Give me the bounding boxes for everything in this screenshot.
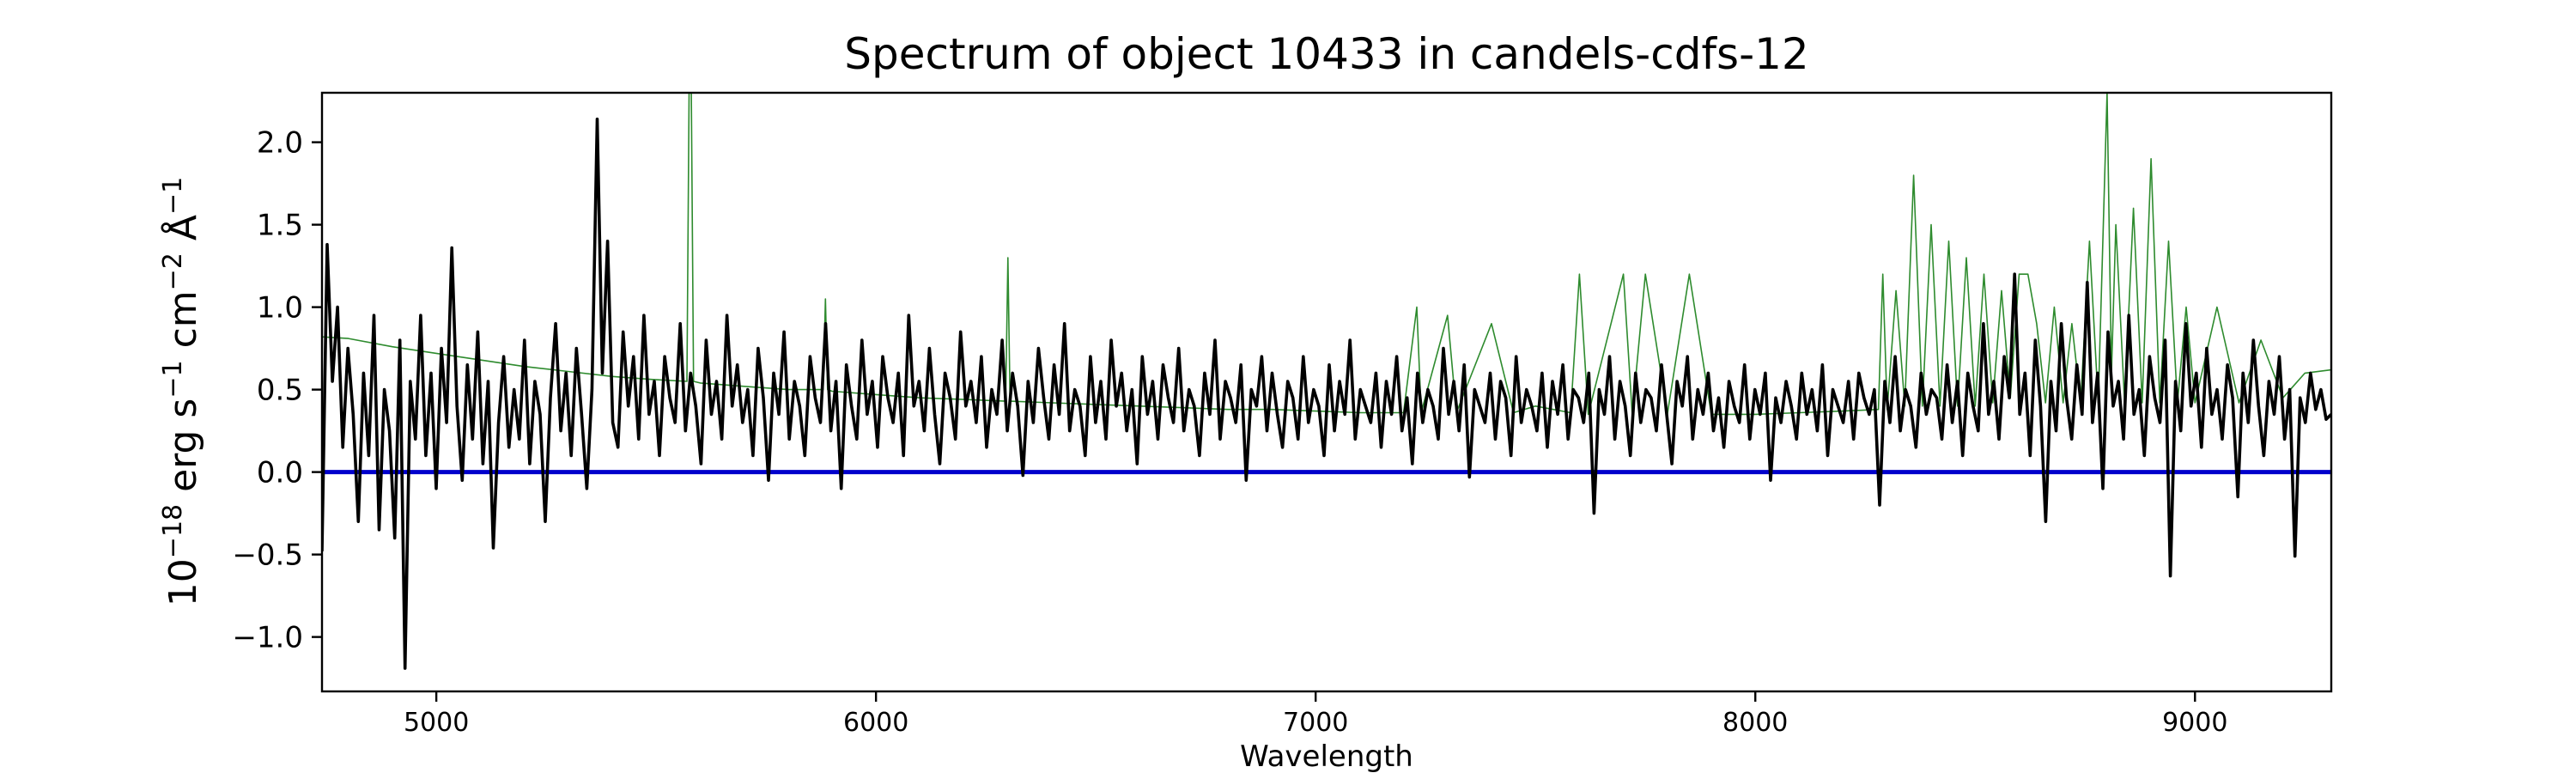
- x-tick-label: 7000: [1283, 708, 1348, 738]
- y-axis-label-part: −1: [158, 177, 188, 215]
- y-axis-label-part: −1: [158, 360, 188, 398]
- plot-frame: [320, 91, 2333, 693]
- y-axis-label-part: −18: [158, 504, 188, 558]
- data-series-line: [322, 117, 2331, 670]
- chart-title: Spectrum of object 10433 in candels-cdfs…: [844, 29, 1809, 79]
- y-axis-label-part: 10: [161, 558, 205, 606]
- y-axis-label: 10−18 erg s−1 cm−2 Å−1: [158, 177, 206, 606]
- x-tick-label: 6000: [843, 708, 908, 738]
- y-tick-label: −1.0: [232, 621, 303, 655]
- x-tick-label: 9000: [2162, 708, 2227, 738]
- y-tick-label: 0.0: [257, 456, 303, 490]
- y-tick-label: 1.0: [257, 291, 303, 326]
- y-axis-label-part: Å: [160, 215, 205, 253]
- x-tick-label: 5000: [404, 708, 469, 738]
- y-tick-label: 0.5: [257, 374, 303, 408]
- y-tick-label: 2.0: [257, 126, 303, 161]
- model-series-line: [322, 93, 2331, 416]
- series-layer: [322, 93, 2331, 670]
- y-tick-label: 1.5: [257, 209, 303, 243]
- x-axis: 5000 6000 7000 8000 9000: [404, 691, 2227, 738]
- x-tick-label: 8000: [1722, 708, 1788, 738]
- y-axis-label-part: erg s: [161, 399, 205, 504]
- y-axis-label-part: cm: [161, 290, 205, 360]
- y-tick-label: −0.5: [232, 539, 303, 573]
- x-axis-label: Wavelength: [1240, 740, 1413, 773]
- y-axis-label-part: −2: [158, 253, 188, 290]
- y-axis: −1.0 −0.5 0.0 0.5 1.0 1.5 2.0: [232, 126, 322, 655]
